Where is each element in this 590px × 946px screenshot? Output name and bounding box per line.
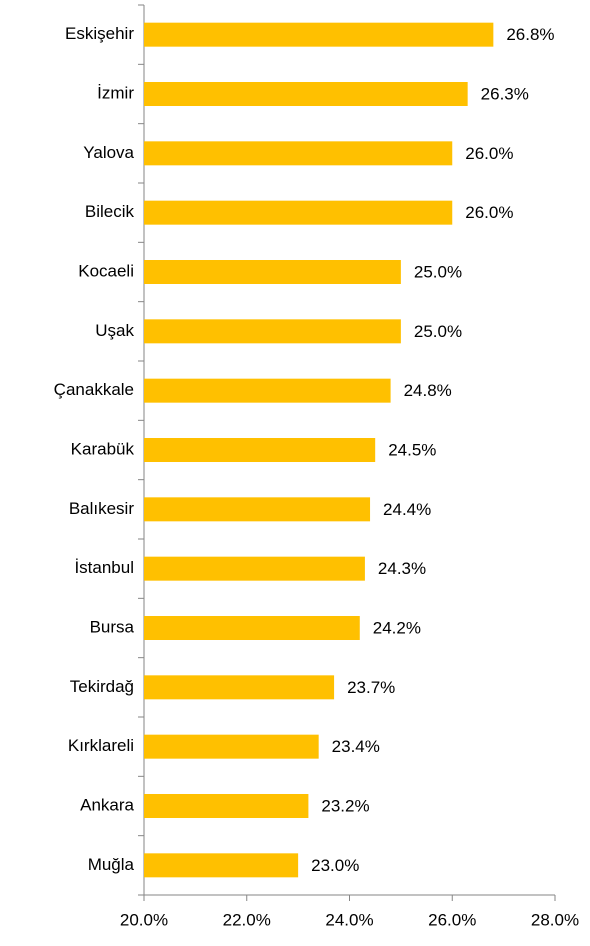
- x-tick-label: 24.0%: [325, 910, 373, 929]
- bar: [144, 556, 365, 581]
- y-tick-label: Eskişehir: [65, 24, 134, 43]
- x-tick-label: 26.0%: [428, 910, 476, 929]
- value-label: 23.2%: [321, 796, 369, 815]
- bar: [144, 22, 494, 47]
- value-label: 24.4%: [383, 500, 431, 519]
- bar: [144, 853, 299, 878]
- bar: [144, 319, 401, 344]
- y-tick-label: Çanakkale: [54, 380, 134, 399]
- y-tick-label: Bursa: [90, 617, 135, 636]
- value-label: 23.4%: [332, 737, 380, 756]
- y-tick-label: Kırklareli: [68, 736, 134, 755]
- x-tick-label: 22.0%: [223, 910, 271, 929]
- value-label: 24.5%: [388, 440, 436, 459]
- y-tick-label: Muğla: [88, 855, 135, 874]
- value-label: 26.8%: [506, 25, 554, 44]
- y-tick-label: Karabük: [71, 439, 135, 458]
- y-tick-label: Uşak: [95, 321, 134, 340]
- y-tick-label: Tekirdağ: [70, 677, 134, 696]
- value-label: 24.3%: [378, 559, 426, 578]
- bar: [144, 497, 371, 522]
- x-tick-label: 20.0%: [120, 910, 168, 929]
- value-label: 24.8%: [404, 381, 452, 400]
- value-label: 24.2%: [373, 618, 421, 637]
- y-tick-label: Ankara: [80, 795, 134, 814]
- bar: [144, 734, 319, 759]
- bar: [144, 82, 468, 106]
- value-label: 25.0%: [414, 322, 462, 341]
- bar: [144, 260, 401, 284]
- value-label: 26.0%: [465, 144, 513, 163]
- bar: [144, 200, 453, 225]
- y-tick-label: Yalova: [83, 143, 134, 162]
- bar: [144, 794, 309, 818]
- value-label: 26.0%: [465, 203, 513, 222]
- bar: [144, 378, 391, 403]
- bar: [144, 141, 453, 166]
- y-tick-label: İstanbul: [74, 558, 134, 577]
- value-label: 26.3%: [481, 84, 529, 103]
- bar: [144, 675, 335, 700]
- value-label: 23.0%: [311, 856, 359, 875]
- y-tick-label: Bilecik: [85, 202, 135, 221]
- bar: [144, 616, 360, 640]
- value-label: 25.0%: [414, 262, 462, 281]
- y-tick-label: Kocaeli: [78, 261, 134, 280]
- y-tick-label: Balıkesir: [69, 499, 135, 518]
- bar: [144, 438, 376, 462]
- x-tick-label: 28.0%: [531, 910, 579, 929]
- value-label: 23.7%: [347, 678, 395, 697]
- y-tick-label: İzmir: [97, 83, 134, 102]
